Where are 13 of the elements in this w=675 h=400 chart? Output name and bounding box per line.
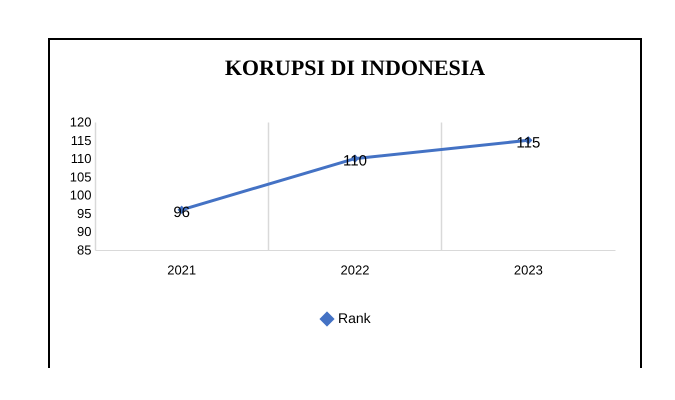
- y-tick-label: 105: [70, 169, 92, 184]
- y-tick-label: 110: [70, 151, 92, 166]
- x-tick-label: 2022: [340, 262, 370, 278]
- x-tick-label: 2021: [167, 262, 196, 278]
- y-tick-label: 95: [77, 206, 92, 221]
- y-tick-label: 120: [70, 114, 92, 130]
- y-tick-label: 85: [77, 242, 92, 258]
- y-tick-label: 115: [70, 132, 92, 148]
- y-tick-label: 100: [70, 188, 92, 203]
- y-tick-label: 90: [77, 224, 92, 240]
- chart-title: KORUPSI DI INDONESIA: [224, 55, 486, 80]
- legend-label: Rank: [338, 310, 372, 326]
- x-tick-label: 2023: [514, 262, 543, 278]
